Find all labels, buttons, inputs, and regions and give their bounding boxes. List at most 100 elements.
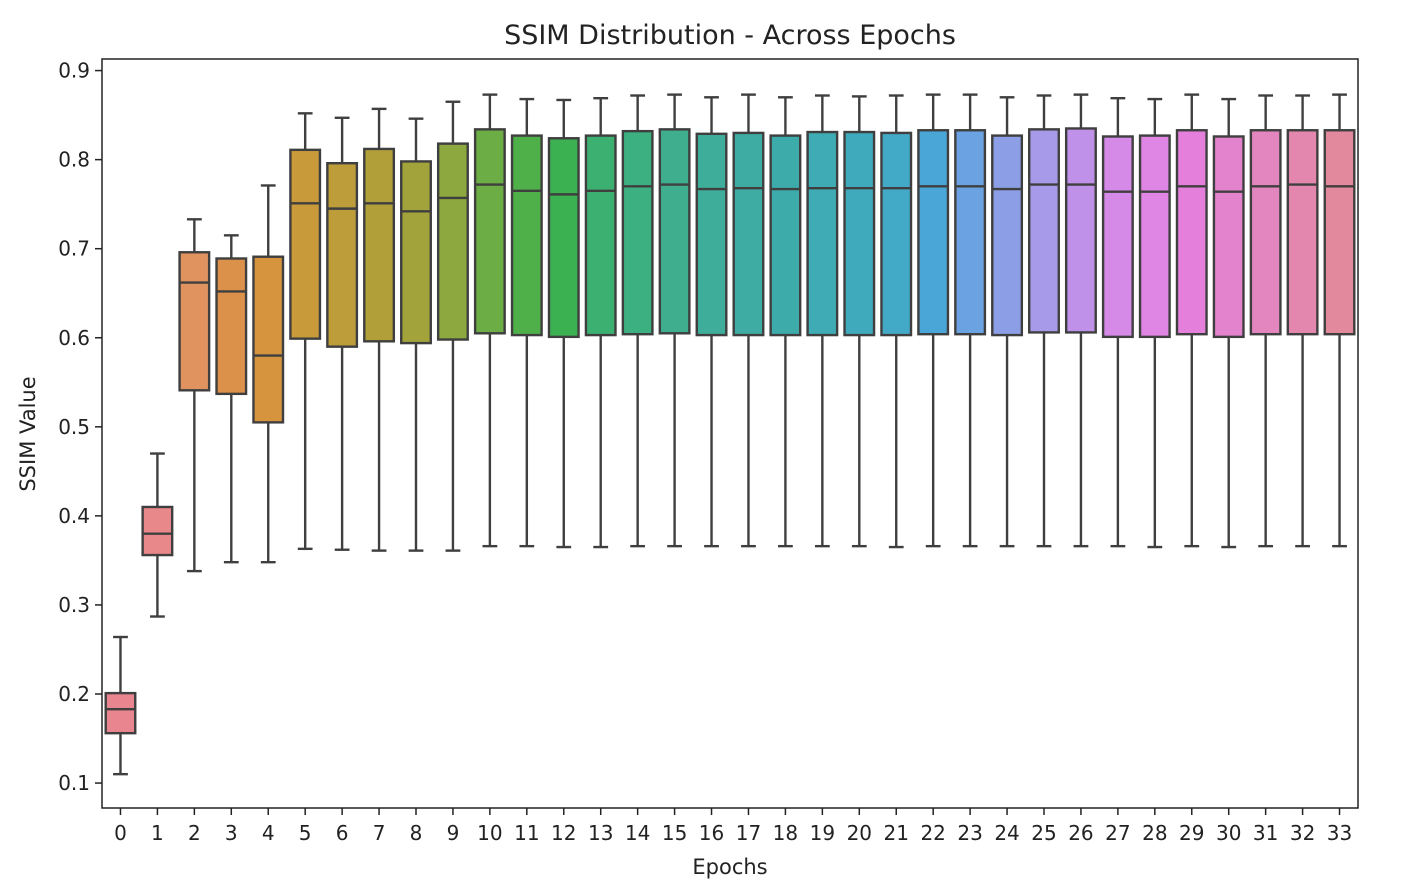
plot-frame [101, 58, 1359, 809]
box-iqr [141, 505, 174, 557]
box-iqr [473, 128, 506, 335]
x-tick-label: 17 [736, 821, 761, 845]
y-axis: 0.1 0.2 0.3 0.4 0.5 0.6 0.7 0.8 0.9 [58, 59, 102, 795]
box-epoch-6 [326, 116, 359, 551]
box-iqr [1138, 134, 1171, 339]
x-tick-label: 29 [1179, 821, 1204, 845]
box-iqr [400, 160, 432, 345]
y-tick-label: 0.9 [58, 59, 90, 83]
box-iqr [991, 134, 1024, 337]
x-tick-label: 7 [373, 821, 386, 845]
box-iqr [252, 255, 285, 424]
box-epoch-24 [991, 96, 1024, 548]
y-tick-label: 0.3 [58, 593, 90, 617]
box-iqr [732, 131, 765, 337]
x-tick-label: 26 [1068, 821, 1093, 845]
box-epoch-33 [1323, 93, 1356, 548]
box-iqr [510, 134, 543, 337]
x-tick-label: 22 [920, 821, 945, 845]
y-tick-label: 0.1 [58, 771, 90, 795]
x-tick-label: 14 [625, 821, 650, 845]
box-iqr [178, 251, 211, 392]
x-tick-label: 15 [662, 821, 687, 845]
box-iqr [806, 130, 839, 337]
x-tick-label: 0 [114, 821, 127, 845]
box-iqr [1286, 129, 1319, 336]
box-epoch-9 [436, 100, 469, 552]
box-epoch-13 [584, 96, 617, 549]
chart-title: SSIM Distribution - Across Epochs [504, 20, 956, 51]
x-tick-label: 5 [299, 821, 312, 845]
box-iqr [547, 137, 580, 339]
box-iqr [954, 129, 987, 336]
box-epoch-1 [141, 452, 174, 618]
box-epoch-23 [954, 93, 987, 548]
x-tick-label: 31 [1253, 821, 1278, 845]
box-epoch-18 [769, 96, 802, 548]
box-iqr [1064, 127, 1097, 334]
x-tick-label: 19 [810, 821, 835, 845]
box-iqr [326, 162, 359, 348]
x-tick-label: 30 [1216, 821, 1241, 845]
x-tick-label: 4 [262, 821, 275, 845]
box-epoch-15 [658, 93, 691, 548]
x-tick-label: 27 [1105, 821, 1130, 845]
box-epoch-22 [917, 93, 950, 548]
box-epoch-30 [1212, 97, 1245, 549]
box-epoch-26 [1064, 93, 1097, 548]
x-tick-label: 16 [699, 821, 724, 845]
box-iqr [215, 257, 248, 396]
box-iqr [621, 129, 654, 336]
box-epoch-0 [104, 635, 137, 776]
box-epoch-16 [695, 96, 728, 548]
box-iqr [769, 134, 802, 337]
x-tick-label: 18 [773, 821, 798, 845]
x-tick-label: 12 [551, 821, 576, 845]
box-epoch-3 [215, 234, 248, 564]
box-iqr [695, 132, 728, 337]
box-epoch-28 [1138, 97, 1171, 549]
box-epoch-12 [547, 98, 580, 549]
x-tick-label: 20 [847, 821, 872, 845]
box-epoch-29 [1175, 93, 1208, 548]
box-iqr [1175, 129, 1208, 336]
x-tick-label: 1 [151, 821, 164, 845]
box-iqr [880, 131, 913, 337]
x-tick-label: 28 [1142, 821, 1167, 845]
x-tick-label: 23 [957, 821, 982, 845]
x-tick-label: 8 [410, 821, 423, 845]
x-tick-label: 24 [994, 821, 1019, 845]
box-epoch-27 [1101, 96, 1134, 548]
box-epoch-11 [510, 97, 543, 548]
y-tick-label: 0.6 [58, 326, 90, 350]
x-tick-label: 33 [1327, 821, 1352, 845]
box-iqr [1028, 128, 1060, 334]
y-axis-label: SSIM Value [16, 376, 40, 491]
y-tick-label: 0.2 [58, 682, 90, 706]
x-tick-label: 2 [188, 821, 201, 845]
box-epoch-7 [363, 107, 396, 552]
box-iqr [1249, 129, 1282, 336]
x-tick-label: 6 [336, 821, 349, 845]
x-tick-label: 21 [884, 821, 909, 845]
x-tick-label: 11 [514, 821, 539, 845]
box-iqr [363, 147, 396, 343]
x-tick-label: 9 [447, 821, 460, 845]
box-iqr [289, 148, 322, 340]
y-tick-label: 0.4 [58, 504, 90, 528]
y-tick-label: 0.7 [58, 237, 90, 261]
box-iqr [1212, 135, 1245, 339]
box-series [104, 93, 1356, 776]
box-iqr [584, 134, 617, 337]
x-tick-label: 10 [477, 821, 502, 845]
box-iqr [658, 128, 691, 335]
box-iqr [104, 691, 137, 735]
y-tick-label: 0.5 [58, 415, 90, 439]
box-epoch-19 [806, 94, 839, 548]
y-tick-label: 0.8 [58, 148, 90, 172]
x-axis: 0 1 2 3 4 5 6 7 8 9 10 11 12 13 14 15 16 17 18 19 20 21 22 23 24… [114, 808, 1352, 845]
box-epoch-25 [1028, 94, 1060, 548]
box-epoch-14 [621, 94, 654, 548]
box-epoch-4 [252, 184, 285, 564]
box-epoch-10 [473, 93, 506, 548]
